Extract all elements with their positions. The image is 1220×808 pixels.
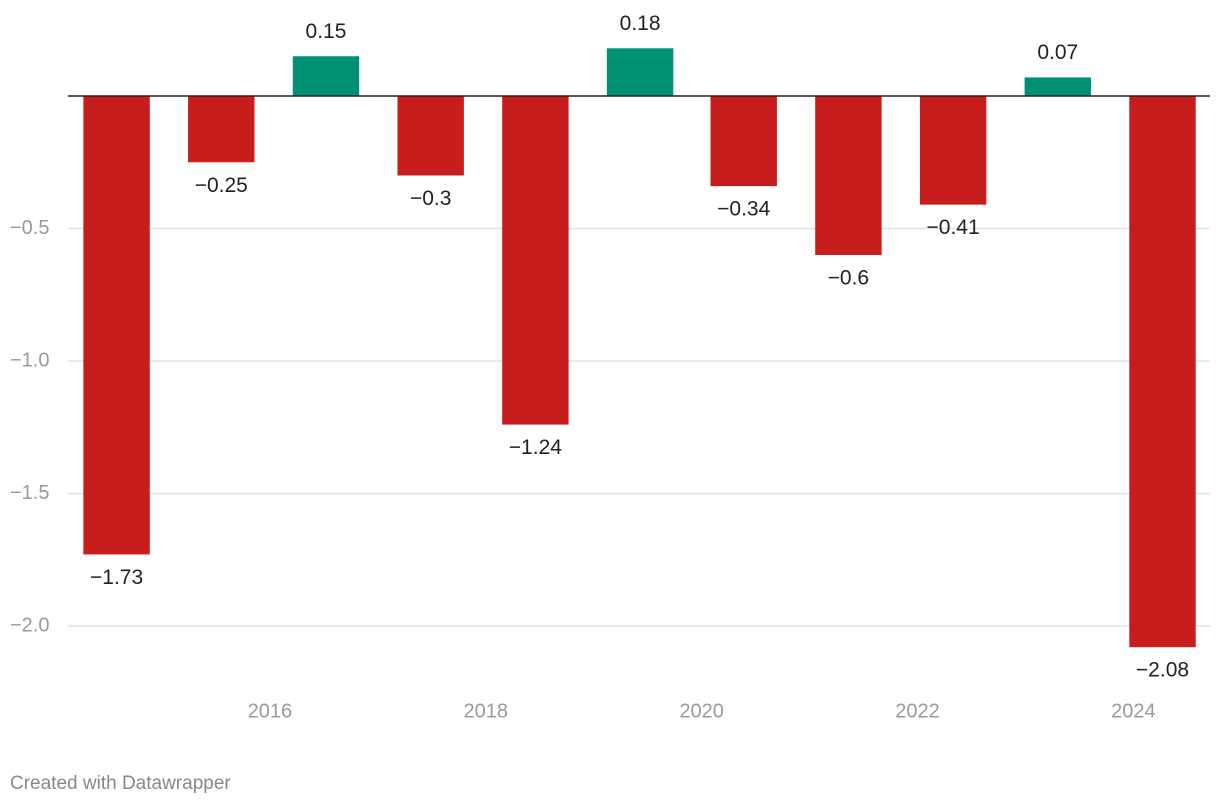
value-label: 0.15 [306,20,347,43]
x-tick-label: 2016 [248,700,293,722]
bar [1129,96,1196,648]
value-label: −0.6 [828,267,869,290]
value-label: −0.3 [410,187,451,210]
bar [502,96,569,425]
bar [1024,77,1092,96]
y-tick-label: −2.0 [10,614,49,636]
bar [83,96,150,555]
value-label: −1.24 [509,436,562,459]
bar [397,96,464,176]
x-tick-label: 2024 [1111,700,1156,722]
bar [292,56,360,96]
y-tick-label: −1.5 [10,482,49,504]
bar [188,96,255,163]
value-label: −1.73 [90,566,143,589]
bar [815,96,882,255]
footer: Created with Datawrapper [10,773,231,794]
value-label: −2.08 [1136,659,1189,682]
bar [919,96,987,205]
x-tick-label: 2020 [679,700,724,722]
y-tick-label: −1.0 [10,349,49,371]
x-tick-label: 2022 [895,700,940,722]
value-label: −0.25 [195,174,248,197]
y-tick-label: −0.5 [10,217,49,239]
value-label: −0.34 [717,198,770,221]
value-label: 0.07 [1037,41,1078,64]
bar [606,48,674,96]
value-label: −0.41 [927,216,980,239]
x-tick-label: 2018 [463,700,508,722]
value-label: 0.18 [620,12,661,35]
bar [710,96,777,187]
